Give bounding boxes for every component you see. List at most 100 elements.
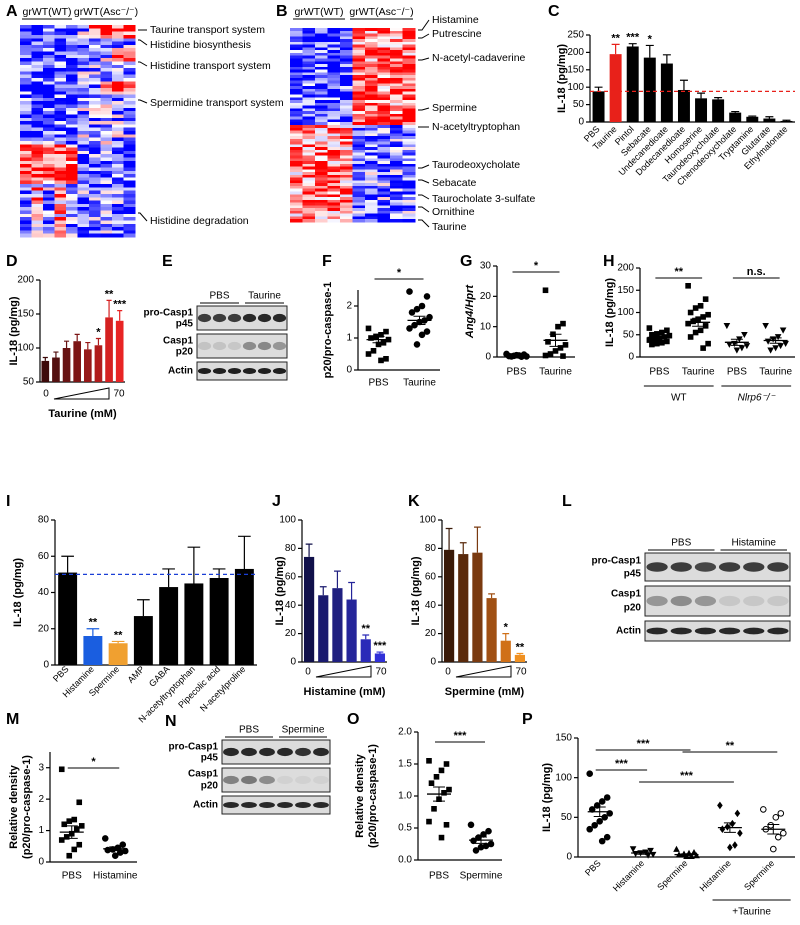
heatmap-cell [112,137,124,142]
heatmap-cell [327,174,341,178]
heatmap-cell [112,140,124,145]
leader-line [418,19,430,31]
heatmap-cell [123,121,136,125]
heatmap-cell [377,155,391,159]
heatmap-cell [315,133,328,137]
heatmap-cell [340,30,353,34]
blot-box [644,620,791,642]
data-point [779,327,787,334]
heatmap-cell [302,33,316,37]
heatmap-cell [365,163,378,167]
heatmap-cell [290,55,303,59]
heatmap-cell [20,121,32,125]
error-bar [117,310,123,321]
heatmap-cell [315,205,328,209]
heatmap-cell [340,61,353,65]
x-tick-label: Spermine [742,858,776,892]
heatmap-cell [302,216,316,220]
heatmap-cell [327,30,341,34]
heatmap-cell [340,141,353,145]
heatmap-cell [20,44,32,49]
heatmap-cell [327,185,341,190]
data-point [772,345,779,352]
heatmap-cell [390,147,403,151]
blot-band [694,562,717,572]
heatmap-cell [390,47,403,51]
heatmap-cell [100,25,113,29]
heatmap-cell [365,152,378,156]
heatmap-cell [302,172,316,176]
blot-band [743,627,765,635]
heatmap-cell [112,187,124,191]
heatmap-cell [390,216,403,220]
heatmap-cell [377,77,391,81]
heatmap-cell [302,75,316,79]
heatmap-cell [327,86,341,90]
heatmap-cell [290,100,303,104]
heatmap-cell [66,147,78,152]
heatmap-cell [402,188,416,192]
heatmap-cell [20,167,32,172]
heatmap-cell [112,203,124,208]
heatmap-cell [123,220,136,225]
heatmap-cell [340,75,353,79]
band-label: Actin [168,366,193,377]
heatmap-cell [302,100,316,104]
heatmap-cell [66,197,78,201]
heatmap-cell [54,91,67,95]
data-point [692,329,699,336]
heatmap-cell [112,94,124,99]
heatmap-cell [402,75,416,79]
row-label: N-acetyltryptophan [432,121,520,133]
blot-band [259,747,275,757]
data-point [467,821,475,829]
data-point [63,834,70,840]
heatmap-cell [66,81,78,85]
heatmap-cell [315,141,328,145]
heatmap-cell [31,167,44,172]
heatmap-cell [390,105,403,109]
heatmap-cell [66,87,78,92]
bar [184,583,204,665]
data-point [555,323,561,330]
heatmap-cell [327,33,341,37]
x-tick-label: N-acetylproline [198,664,248,714]
data-point [717,801,723,810]
heatmap-cell [302,108,316,112]
leader-line [418,107,430,111]
heatmap-cell [302,199,316,203]
data-point [673,845,680,852]
heatmap-cell [112,213,124,218]
heatmap-cell [20,223,32,228]
heatmap-cell [89,197,101,201]
blot-band [313,801,329,809]
data-point [406,325,413,332]
heatmap-cell [390,161,403,165]
heatmap-cell [377,149,391,154]
y-tick-label: 150 [17,309,34,320]
heatmap-cell [89,150,101,155]
heatmap-cell [352,158,366,162]
error-bar [305,543,313,557]
heatmap-cell [302,177,316,181]
heatmap-cell [89,64,101,69]
heatmap-cell [302,47,316,51]
heatmap-cell [77,200,90,205]
heatmap-cell [43,233,55,238]
panel-letter: F [322,253,332,270]
heatmap-cell [43,127,55,132]
data-point [700,314,706,320]
heatmap-cell [66,78,78,82]
heatmap-cell [352,41,366,45]
heatmap-cell [327,208,341,212]
significance: * [96,326,101,338]
heatmap-cell [20,187,32,191]
heatmap-cell [315,116,328,120]
heatmap-cell [66,187,78,191]
heatmap-cell [43,38,55,42]
heatmap-cell [123,174,136,178]
data-point [426,758,432,764]
heatmap-cell [352,64,366,68]
heatmap-cell [66,61,78,66]
heatmap-cell [20,164,32,168]
